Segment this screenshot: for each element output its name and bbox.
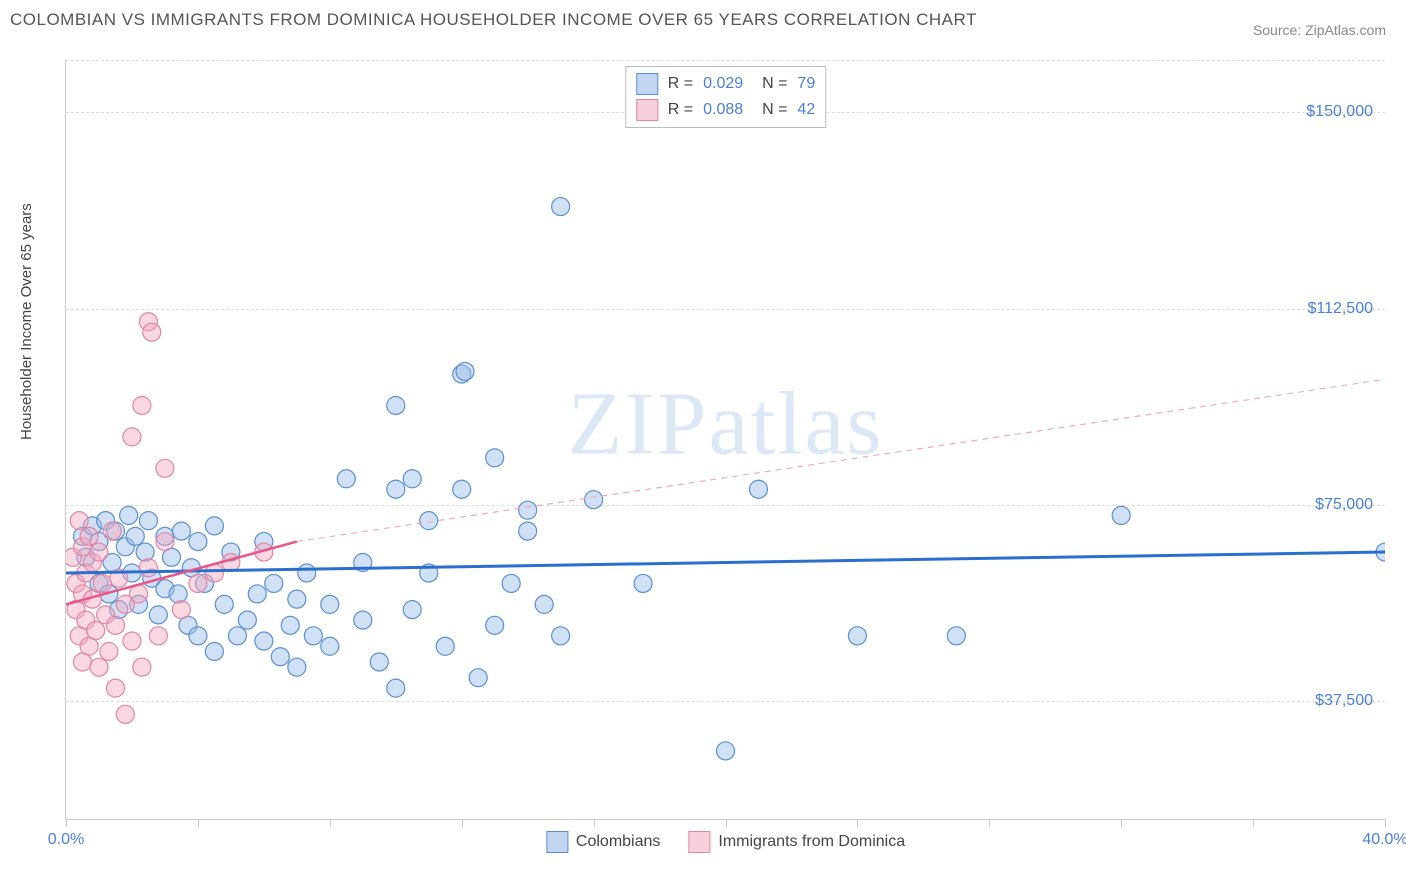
xtick [462,819,463,827]
legend-row-colombians: R = 0.029 N = 79 [636,71,815,97]
legend-n-label: N = [753,101,787,119]
swatch-blue-icon [636,73,658,95]
legend-row-dominica: R = 0.088 N = 42 [636,97,815,123]
swatch-pink-icon [636,99,658,121]
y-axis-label: Householder Income Over 65 years [18,203,35,440]
legend-bottom: Colombians Immigrants from Dominica [546,831,905,853]
legend-label: Colombians [576,833,660,851]
plot-area: R = 0.029 N = 79 R = 0.088 N = 42 ZIPatl… [65,60,1385,820]
legend-item-colombians: Colombians [546,831,660,853]
xtick-label: 40.0% [1362,831,1406,849]
legend-item-dominica: Immigrants from Dominica [688,831,905,853]
legend-n-value-1: 79 [797,75,815,93]
xtick [594,819,595,827]
xtick [1385,819,1386,827]
xtick [330,819,331,827]
xtick [1253,819,1254,827]
chart-title: COLOMBIAN VS IMMIGRANTS FROM DOMINICA HO… [10,10,1396,30]
xtick-label: 0.0% [48,831,84,849]
correlation-chart: COLOMBIAN VS IMMIGRANTS FROM DOMINICA HO… [10,10,1396,882]
legend-r-label: R = [668,75,693,93]
xtick [1121,819,1122,827]
xtick [66,819,67,827]
legend-label: Immigrants from Dominica [718,833,905,851]
legend-n-label: N = [753,75,787,93]
legend-n-value-2: 42 [797,101,815,119]
xtick [726,819,727,827]
legend-correlation-box: R = 0.029 N = 79 R = 0.088 N = 42 [625,66,826,128]
xtick [198,819,199,827]
regression-lines-layer [66,60,1385,819]
legend-r-label: R = [668,101,693,119]
regression-line [297,379,1385,541]
xtick [989,819,990,827]
regression-line [66,552,1385,573]
swatch-blue-icon [546,831,568,853]
source-label: Source: ZipAtlas.com [1253,22,1386,38]
swatch-pink-icon [688,831,710,853]
legend-r-value-2: 0.088 [703,101,743,119]
xtick [857,819,858,827]
legend-r-value-1: 0.029 [703,75,743,93]
